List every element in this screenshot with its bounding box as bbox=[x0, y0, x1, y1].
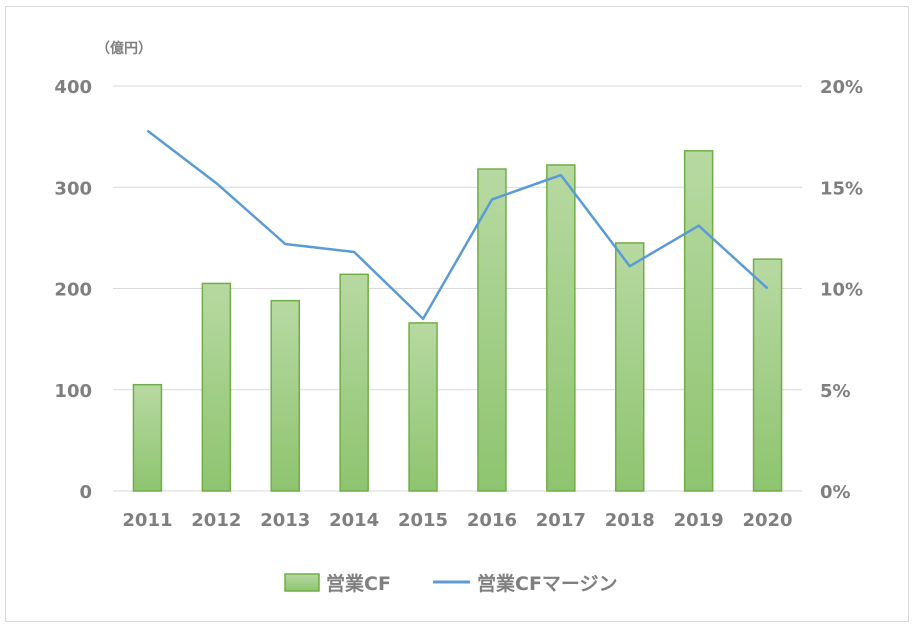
bar bbox=[477, 168, 507, 492]
bar bbox=[339, 273, 369, 492]
bar bbox=[615, 242, 645, 492]
bar bbox=[546, 164, 576, 492]
x-axis-tick-label: 2011 bbox=[122, 510, 172, 531]
right-axis-ticks: 0% 5% 10% 15% 20% bbox=[820, 77, 863, 503]
x-axis-tick-label: 2015 bbox=[398, 510, 448, 531]
left-axis-tick-label: 100 bbox=[54, 381, 92, 402]
x-axis-tick-label: 2017 bbox=[536, 510, 586, 531]
right-axis-tick-label: 20% bbox=[820, 77, 863, 98]
left-axis-tick-label: 300 bbox=[54, 178, 92, 199]
x-axis-tick-label: 2014 bbox=[329, 510, 379, 531]
x-axis-tick-label: 2020 bbox=[742, 510, 792, 531]
bar bbox=[132, 383, 163, 492]
y-axis-unit-label: （億円） bbox=[96, 40, 152, 57]
legend-bar-label: 営業CF bbox=[326, 572, 391, 595]
x-axis-tick-label: 2013 bbox=[260, 510, 310, 531]
right-axis-tick-label: 10% bbox=[820, 280, 863, 301]
left-axis-tick-label: 0 bbox=[79, 482, 92, 503]
margin-line bbox=[146, 129, 769, 321]
legend: 営業CF 営業CFマージン bbox=[284, 572, 618, 595]
bar-series bbox=[132, 150, 783, 492]
x-axis-tick-label: 2012 bbox=[191, 510, 241, 531]
x-axis-ticks: 2011 2012 2013 2014 2015 2016 2017 2018 2019 2020 bbox=[122, 510, 792, 531]
x-axis-tick-label: 2018 bbox=[605, 510, 655, 531]
right-axis-tick-label: 0% bbox=[820, 482, 851, 503]
x-axis-tick-label: 2016 bbox=[467, 510, 517, 531]
left-axis-tick-label: 200 bbox=[54, 280, 92, 301]
left-axis-ticks: 0 100 200 300 400 bbox=[54, 77, 92, 503]
bar bbox=[683, 150, 714, 492]
right-axis-tick-label: 15% bbox=[820, 178, 863, 199]
left-axis-tick-label: 400 bbox=[54, 77, 92, 98]
bar bbox=[270, 299, 300, 492]
legend-bar-swatch bbox=[284, 573, 320, 592]
bar bbox=[408, 322, 438, 492]
legend-line-label: 営業CFマージン bbox=[477, 572, 618, 595]
bar bbox=[201, 282, 232, 492]
line-series bbox=[146, 129, 769, 321]
x-axis-tick-label: 2019 bbox=[674, 510, 724, 531]
right-axis-tick-label: 5% bbox=[820, 381, 851, 402]
bar bbox=[752, 258, 783, 492]
